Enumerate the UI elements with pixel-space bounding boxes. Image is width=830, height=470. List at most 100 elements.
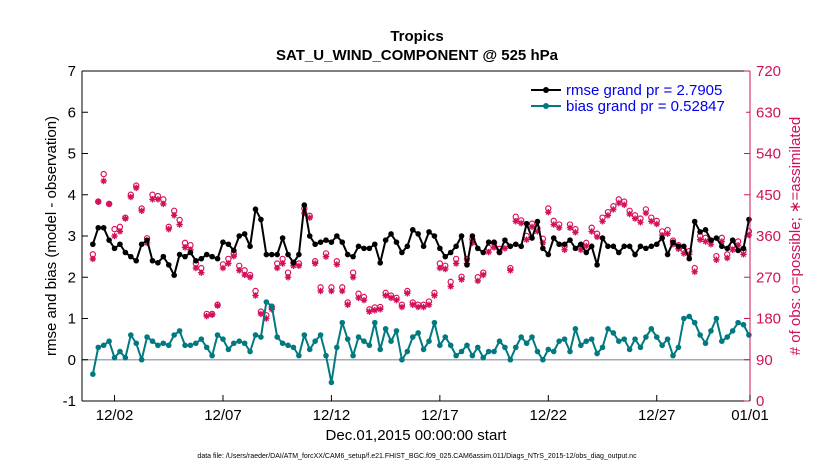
rmse-point	[496, 249, 503, 256]
rmse-point	[464, 262, 470, 268]
obs-assimilated-marker	[420, 303, 427, 311]
rmse-point	[502, 237, 508, 243]
bias-point	[735, 319, 741, 326]
right-tick-label: 720	[756, 63, 781, 80]
rmse-point	[735, 247, 741, 254]
obs-assimilated-marker	[474, 277, 482, 285]
rmse-point	[637, 243, 644, 250]
bias-point	[529, 334, 535, 340]
rmse-point	[480, 249, 487, 256]
bias-point	[231, 340, 237, 347]
bias-point	[339, 319, 346, 326]
bias-point	[312, 338, 318, 344]
obs-assimilated-marker	[111, 232, 118, 240]
bias-point	[388, 338, 394, 344]
rmse-point	[713, 235, 720, 241]
bias-point	[203, 344, 210, 351]
rmse-point	[529, 235, 535, 241]
bias-point	[334, 344, 340, 351]
left-tick-label: 7	[68, 63, 76, 80]
obs-assimilated-marker	[528, 223, 536, 231]
obs-assimilated-marker	[615, 199, 622, 207]
rmse-point	[214, 255, 221, 262]
obs-assimilated-marker	[713, 256, 720, 264]
bias-point	[377, 346, 384, 353]
rmse-point	[643, 245, 649, 252]
bias-point	[366, 342, 373, 349]
obs-assimilated-marker	[360, 296, 368, 304]
bias-point	[198, 336, 205, 342]
bias-point	[155, 342, 161, 349]
rmse-point	[458, 233, 465, 239]
x-axis-ticks: 12/02 12/07 12/12 12/17 12/22 12/27 01/01	[96, 395, 769, 424]
obs-assimilated-marker	[105, 200, 113, 208]
bias-point	[572, 326, 579, 332]
bias-point	[729, 328, 736, 334]
rmse-point	[323, 237, 329, 243]
bias-point	[475, 344, 481, 351]
bias-point	[615, 338, 622, 344]
obs-assimilated-marker	[740, 251, 747, 258]
bias-point	[599, 344, 606, 351]
rmse-point	[220, 239, 226, 245]
rmse-point	[252, 206, 259, 212]
rmse-point	[681, 243, 687, 250]
bias-point	[328, 379, 335, 386]
bias-point	[605, 326, 611, 332]
left-axis-ticks: -1 0 1 2 3 4 5 6 7	[63, 63, 88, 410]
bias-point	[556, 338, 562, 344]
rmse-point	[409, 227, 416, 233]
obs-assimilated-marker	[138, 207, 145, 214]
bias-point	[220, 336, 226, 342]
rmse-point	[268, 251, 275, 258]
bias-point	[415, 330, 421, 336]
bias-point	[632, 336, 638, 342]
rmse-point	[545, 251, 552, 258]
rmse-point	[621, 243, 628, 250]
rmse-series	[90, 202, 752, 278]
legend-bias-label: bias grand pr = 0.52847	[566, 98, 725, 115]
obs-assimilated-marker	[398, 303, 406, 311]
bias-point	[550, 348, 557, 355]
bias-point	[133, 340, 140, 347]
bias-point	[485, 348, 492, 355]
obs-assimilated-marker	[658, 231, 666, 239]
obs-assimilated-marker	[225, 260, 232, 267]
bias-point	[100, 342, 107, 349]
legend: rmse grand pr = 2.7905 bias grand pr = 0…	[527, 78, 746, 116]
rmse-point	[171, 272, 177, 278]
obs-possible-marker	[100, 170, 107, 178]
rmse-point	[697, 229, 703, 235]
bias-point	[507, 356, 514, 363]
obs-assimilated-marker	[89, 255, 97, 263]
rmse-point	[550, 235, 557, 241]
obs-assimilated-marker	[485, 248, 492, 256]
rmse-point	[556, 241, 562, 248]
bias-point	[724, 334, 731, 340]
bias-point	[350, 352, 356, 359]
bias-point	[306, 346, 313, 353]
left-tick-label: 3	[68, 228, 76, 245]
obs-assimilated-marker	[306, 214, 313, 221]
rmse-point	[605, 243, 611, 250]
rmse-point	[540, 245, 546, 252]
bias-point	[561, 336, 568, 342]
obs-assimilated-marker	[480, 271, 487, 279]
bias-point	[263, 299, 270, 305]
rmse-point	[100, 224, 107, 231]
bias-point	[404, 348, 411, 355]
left-tick-label: -1	[63, 393, 76, 410]
obs-assimilated-marker	[631, 215, 639, 222]
obs-assimilated-marker	[371, 307, 378, 314]
rmse-point	[485, 239, 492, 245]
rmse-point	[127, 253, 134, 260]
obs-assimilated-marker	[707, 241, 715, 248]
rmse-point	[610, 243, 617, 250]
rmse-point	[512, 241, 519, 248]
obs-assimilated-marker	[339, 287, 346, 295]
rmse-point	[426, 229, 432, 235]
rmse-point	[588, 243, 595, 250]
obs-assimilated-marker	[653, 220, 660, 228]
bias-point	[464, 342, 470, 349]
